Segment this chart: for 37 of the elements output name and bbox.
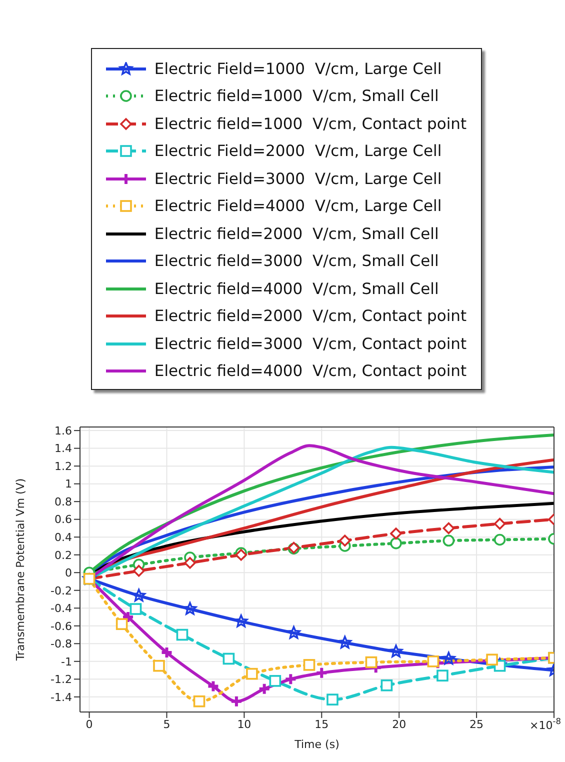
x-tick-label: 0 — [86, 718, 93, 731]
x-tick-label: 5 — [163, 718, 170, 731]
y-tick-label: -0.6 — [50, 620, 72, 633]
y-tick-label: 0.4 — [54, 531, 72, 544]
x-tick-label: 15 — [314, 718, 329, 731]
y-tick-label: -0.2 — [50, 584, 72, 598]
legend-label: Electric field=1000 V/cm, Small Cell — [154, 87, 439, 106]
legend-label: Electric Field=1000 V/cm, Large Cell — [154, 60, 442, 78]
x-tick-label: 25 — [470, 718, 484, 731]
x-tick-label: 10 — [237, 718, 252, 731]
y-axis-title: Transmembrane Potential Vm (V) — [14, 478, 27, 662]
legend-label: Electric field=1000 V/cm, Contact point — [154, 114, 467, 133]
legend-label: Electric field=4000 V/cm, Small Cell — [154, 280, 439, 298]
x-tick-label: 20 — [392, 718, 406, 731]
legend-label: Electric field=4000 V/cm, Contact point — [154, 362, 467, 380]
y-tick-label: 1.6 — [54, 424, 72, 438]
y-tick-label: -0.4 — [50, 602, 72, 616]
y-tick-label: 0 — [65, 566, 72, 580]
x-axis-title: Time (s) — [294, 738, 340, 751]
y-tick-label: 0.8 — [54, 495, 72, 508]
legend-label: Electric Field=2000 V/cm, Large Cell — [154, 142, 442, 160]
y-tick-label: 0.6 — [54, 513, 72, 526]
y-tick-label: 1 — [65, 478, 72, 491]
y-tick-label: -1.2 — [50, 673, 72, 686]
y-tick-label: 1.2 — [54, 460, 72, 473]
legend-label: Electric field=3000 V/cm, Contact point — [154, 334, 467, 353]
y-tick-label: -0.8 — [50, 638, 72, 651]
legend-label: Electric Field=4000 V/cm, Large Cell — [154, 197, 442, 216]
legend-label: Electric field=3000 V/cm, Small Cell — [154, 252, 439, 270]
legend-label: Electric Field=3000 V/cm, Large Cell — [154, 170, 442, 188]
text: ×10$^{-8}$ — [530, 716, 561, 732]
y-tick-label: -1 — [61, 655, 72, 668]
legend-label: Electric field=2000 V/cm, Small Cell — [154, 224, 439, 243]
y-tick-label: 1.4 — [54, 442, 72, 456]
y-tick-label: -1.4 — [50, 690, 72, 704]
y-tick-label: 0.2 — [54, 548, 72, 562]
legend-label: Electric field=2000 V/cm, Contact point — [154, 307, 467, 326]
